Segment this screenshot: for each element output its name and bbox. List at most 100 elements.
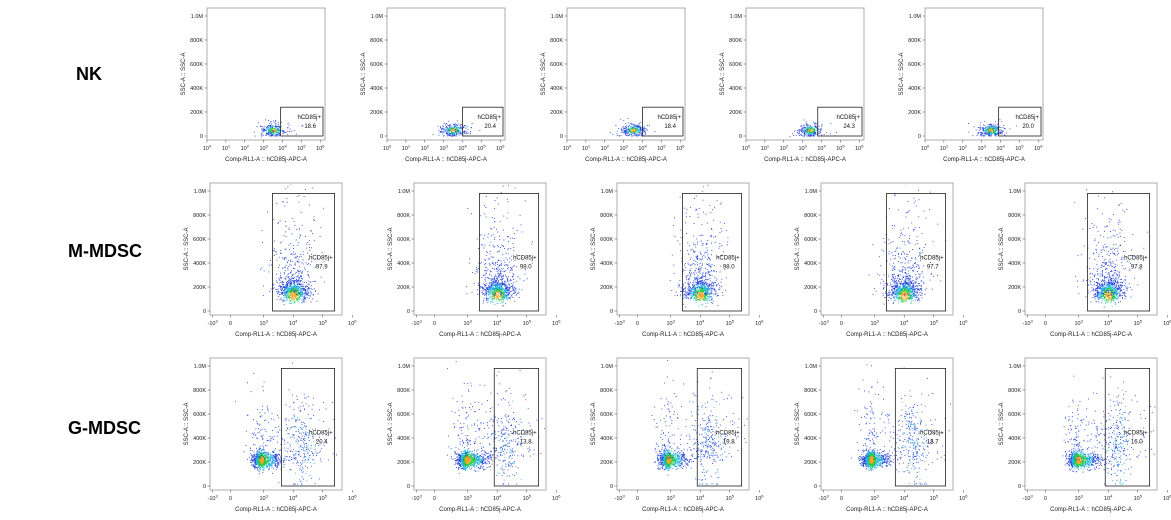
event-dot: [295, 296, 297, 298]
event-dot: [496, 287, 497, 289]
event-dot: [895, 292, 897, 294]
event-dot: [290, 281, 292, 283]
event-dot: [485, 272, 487, 274]
event-dot: [892, 303, 894, 304]
event-dot: [699, 289, 701, 291]
event-dot: [488, 277, 490, 279]
event-dot: [904, 280, 906, 282]
event-dot: [284, 287, 285, 289]
event-dot: [286, 291, 288, 292]
event-dot: [311, 230, 313, 232]
event-dot: [486, 178, 487, 179]
event-dot: [707, 292, 709, 294]
event-dot: [815, 132, 816, 133]
event-dot: [690, 298, 691, 300]
event-dot: [704, 295, 706, 297]
event-dot: [701, 303, 703, 305]
event-dot: [483, 247, 485, 249]
event-dot: [520, 224, 522, 226]
event-dot: [622, 127, 624, 129]
event-dot: [509, 280, 511, 281]
plot-frame: [820, 182, 954, 316]
event-dot: [466, 293, 468, 295]
event-dot: [696, 255, 698, 257]
event-dot: [809, 125, 811, 126]
event-dot: [626, 131, 628, 133]
event-dot: [673, 225, 674, 227]
event-dot: [450, 128, 452, 129]
event-dot: [701, 284, 703, 286]
event-dot: [487, 236, 489, 238]
event-dot: [814, 134, 816, 136]
gate-percent: 20.4: [484, 124, 496, 130]
event-dot: [489, 287, 491, 289]
event-dot: [291, 270, 292, 272]
event-dot: [807, 135, 809, 137]
event-dot: [309, 247, 310, 248]
event-dot: [301, 294, 303, 296]
event-dot: [503, 289, 505, 290]
event-dot: [447, 135, 448, 137]
event-dot: [517, 292, 519, 294]
event-dot: [299, 234, 301, 236]
event-dot: [452, 133, 453, 135]
event-dot: [711, 289, 713, 291]
event-dot: [813, 127, 815, 129]
event-dot: [634, 127, 636, 129]
event-dot: [701, 234, 702, 236]
event-dot: [992, 131, 994, 133]
event-dot: [293, 290, 295, 292]
event-dot: [314, 281, 316, 283]
event-dot: [304, 298, 306, 300]
event-dot: [298, 283, 300, 284]
event-dot: [646, 128, 647, 130]
event-dot: [287, 269, 289, 271]
event-dot: [504, 281, 506, 283]
event-dot: [295, 281, 297, 283]
event-dot: [699, 287, 701, 289]
event-dot: [716, 295, 718, 297]
event-dot: [689, 286, 690, 288]
event-dot: [274, 122, 276, 124]
event-dot: [994, 128, 996, 130]
event-dot: [494, 284, 496, 286]
event-dot: [297, 289, 299, 291]
event-dot: [635, 133, 637, 135]
event-dot: [270, 130, 272, 132]
event-dot: [989, 131, 991, 133]
event-dot: [272, 128, 274, 130]
event-dot: [445, 132, 447, 134]
event-dot: [281, 282, 283, 284]
event-dot: [498, 291, 500, 293]
event-dot: [639, 125, 641, 127]
event-dot: [494, 294, 496, 296]
event-dot: [270, 132, 271, 134]
event-dot: [273, 250, 275, 252]
event-dot: [703, 283, 705, 285]
event-dot: [696, 298, 698, 300]
event-dot: [710, 287, 712, 289]
event-dot: [638, 134, 640, 136]
y-tick-label: 400K: [397, 261, 410, 267]
event-dot: [493, 263, 495, 265]
event-dot: [286, 262, 288, 264]
event-dot: [277, 127, 279, 129]
event-dot: [286, 289, 288, 291]
event-dot: [493, 293, 495, 295]
event-dot: [507, 265, 509, 267]
event-dot: [284, 286, 286, 288]
event-dot: [516, 294, 518, 296]
event-dot: [703, 282, 705, 284]
event-dot: [454, 134, 456, 135]
event-dot: [696, 280, 698, 282]
event-dot: [797, 130, 799, 132]
event-dot: [708, 273, 710, 275]
event-dot: [494, 288, 496, 289]
event-dot: [906, 253, 907, 255]
event-dot: [992, 128, 993, 130]
event-dot: [486, 270, 488, 272]
event-dot: [968, 131, 970, 133]
event-dot: [691, 272, 692, 274]
event-dot: [270, 260, 271, 261]
event-dot: [496, 289, 497, 291]
